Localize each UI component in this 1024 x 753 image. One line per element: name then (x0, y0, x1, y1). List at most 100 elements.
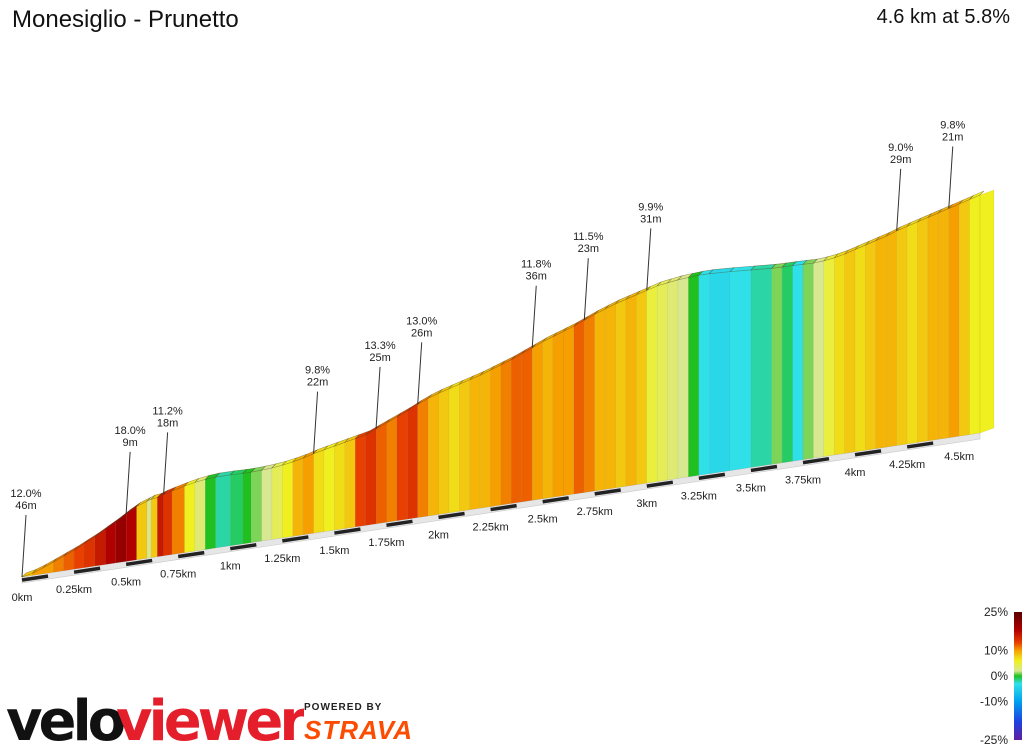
profile-end-cap (979, 189, 995, 434)
logo-velo-text: velo (6, 689, 125, 748)
distance-tick-bar (21, 574, 49, 582)
distance-tick-bar (230, 543, 257, 551)
profile-segment (490, 364, 502, 507)
annotation-leader (417, 342, 423, 405)
distance-tick-label: 1.75km (368, 537, 404, 549)
profile-segment (344, 438, 356, 529)
profile-segment (261, 467, 273, 542)
profile-segment (698, 273, 710, 476)
veloviewer-logo: velo viewer (4, 688, 311, 753)
profile-segment (469, 374, 481, 510)
distance-tick-label: 1.5km (319, 545, 349, 557)
distance-tick-bar (594, 488, 622, 496)
profile-segment (150, 497, 158, 558)
profile-segment (215, 474, 231, 549)
distance-tick-bar (854, 449, 882, 457)
profile-segment (604, 303, 616, 490)
annotation-length: 9m (122, 437, 137, 449)
distance-tick-bar (646, 480, 674, 488)
annotation-grade: 9.9% (638, 201, 663, 213)
climb-summary: 4.6 km at 5.8% (876, 6, 1010, 28)
annotation-grade: 9.8% (940, 119, 965, 131)
profile-segment (184, 482, 196, 553)
profile-segment (427, 392, 439, 517)
profile-segment (292, 457, 304, 537)
profile-segment (365, 428, 377, 526)
distance-axis: 0km 0.25km 0.5km 0.75km 1km 1.25km 1.5km 1.75km… (12, 441, 974, 604)
distance-tick-label: 4.5km (944, 451, 974, 463)
distance-tick-bar (73, 566, 101, 574)
annotation-leader (531, 285, 537, 348)
profile-segment (625, 294, 637, 487)
distance-tick-label: 2km (428, 529, 449, 541)
profile-segment (171, 485, 185, 555)
profile-segment (334, 442, 346, 531)
profile-segment (205, 476, 216, 550)
annotation-leader (896, 168, 902, 231)
profile-segment (375, 422, 387, 525)
profile-segment (813, 260, 825, 459)
profile-segment (823, 257, 835, 457)
annotation-length: 31m (640, 213, 661, 225)
profile-segment (792, 264, 804, 462)
profile-segment (646, 285, 658, 484)
distance-tick-label: 3.75km (785, 475, 821, 487)
annotation-leader (21, 514, 27, 578)
annotation-leader (313, 391, 319, 454)
profile-segment (521, 347, 533, 503)
distance-tick-bar (177, 550, 205, 559)
annotation-length: 46m (15, 500, 36, 512)
profile-top-edge (21, 190, 985, 578)
profile-segment (958, 199, 970, 437)
profile-segment (438, 388, 450, 515)
profile-segment (396, 410, 408, 521)
annotation-leader (583, 258, 589, 321)
legend-label: -25% (980, 733, 1008, 747)
profile-segment (875, 235, 887, 449)
annotation-grade: 13.3% (364, 340, 395, 352)
profile-segment (323, 445, 335, 532)
annotation-length: 22m (307, 377, 328, 389)
powered-by-label: POWERED BY (304, 702, 383, 713)
annotation-grade: 12.0% (10, 488, 41, 500)
annotation-length: 21m (942, 131, 963, 143)
distance-tick-label: 4km (845, 467, 866, 479)
annotation-length: 23m (578, 243, 599, 255)
profile-segment (969, 194, 981, 435)
profile-segment (667, 279, 679, 481)
profile-segment (584, 313, 595, 493)
profile-segment (479, 369, 491, 509)
distance-tick-bar (282, 535, 309, 543)
profile-segment (927, 212, 939, 442)
distance-tick-bar (490, 503, 517, 512)
annotation-leader (948, 146, 954, 209)
profile-segment (115, 513, 127, 564)
distance-tick-label: 4.25km (889, 459, 925, 471)
distance-tick-label: 0.25km (56, 584, 92, 596)
annotation-grade: 9.0% (888, 142, 913, 154)
profile-segment (656, 282, 668, 482)
chart-title: Monesiglio - Prunetto (12, 6, 239, 33)
distance-tick-label: 2.75km (577, 506, 613, 518)
profile-segment (250, 469, 262, 543)
distance-tick-label: 0.75km (160, 569, 196, 581)
profile-segment (302, 453, 314, 535)
profile-segment (906, 221, 918, 445)
distance-tick-bar (906, 441, 934, 449)
distance-tick-label: 0.5km (111, 576, 141, 588)
gradient-legend: 25% 10% 0% -10% -25% (980, 605, 1022, 747)
profile-segment (938, 208, 949, 440)
profile-segment (511, 353, 523, 504)
profile-segment (282, 461, 293, 539)
distance-tick-label: 1km (220, 561, 241, 573)
annotation-grade: 18.0% (115, 425, 146, 437)
profile-segment (230, 473, 243, 546)
annotation-leader (163, 432, 169, 495)
legend-label: -10% (980, 695, 1008, 709)
profile-segment (417, 398, 429, 518)
profile-segment (677, 277, 689, 479)
distance-tick-bar (750, 464, 778, 473)
annotation-grade: 11.5% (573, 231, 604, 243)
distance-tick-label: 3.25km (681, 490, 717, 502)
profile-strips (21, 189, 995, 578)
